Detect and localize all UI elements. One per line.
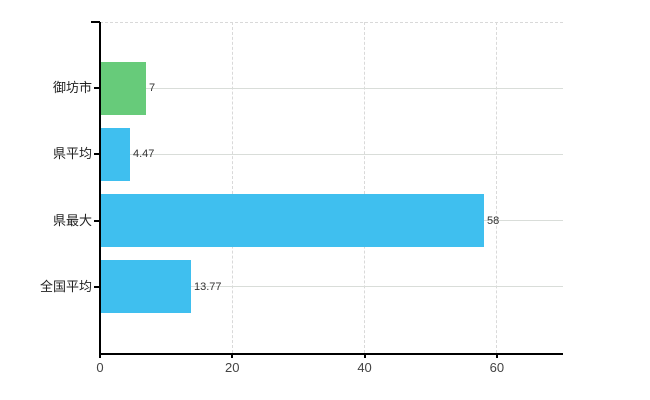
bar: [100, 62, 146, 115]
y-axis-tick: [94, 87, 100, 90]
x-gridline: [496, 22, 498, 353]
x-tick-label: 20: [225, 360, 240, 375]
bar-value-label: 58: [487, 214, 500, 227]
bar: [100, 128, 130, 181]
y-gridline: [100, 153, 563, 155]
bar: [100, 194, 484, 247]
x-gridline: [231, 22, 233, 353]
x-axis-tick: [363, 353, 366, 358]
bar-value-label: 4.47: [133, 148, 155, 161]
x-axis-tick: [231, 353, 234, 358]
x-axis-line: [99, 353, 563, 355]
x-tick-label: 40: [357, 360, 372, 375]
category-label: 御坊市: [52, 80, 92, 96]
x-gridline: [364, 22, 366, 353]
y-axis-tick: [94, 285, 100, 288]
x-tick-label: 60: [489, 360, 505, 375]
bar: [100, 260, 191, 313]
category-label: 県最大: [52, 212, 92, 228]
bar-value-label: 7: [149, 82, 156, 95]
bar-value-label: 13.77: [194, 280, 222, 293]
y-gridline: [100, 286, 563, 288]
y-axis-top-tick: [91, 21, 100, 23]
y-axis-tick: [94, 219, 100, 222]
category-label: 全国平均: [39, 278, 92, 294]
y-gridline: [100, 87, 563, 89]
plot-top-border: [100, 22, 563, 23]
x-axis-tick: [495, 353, 498, 358]
category-label: 県平均: [52, 146, 92, 162]
y-axis-line: [99, 22, 101, 358]
x-tick-label: 0: [96, 360, 104, 375]
y-axis-tick: [94, 153, 100, 156]
